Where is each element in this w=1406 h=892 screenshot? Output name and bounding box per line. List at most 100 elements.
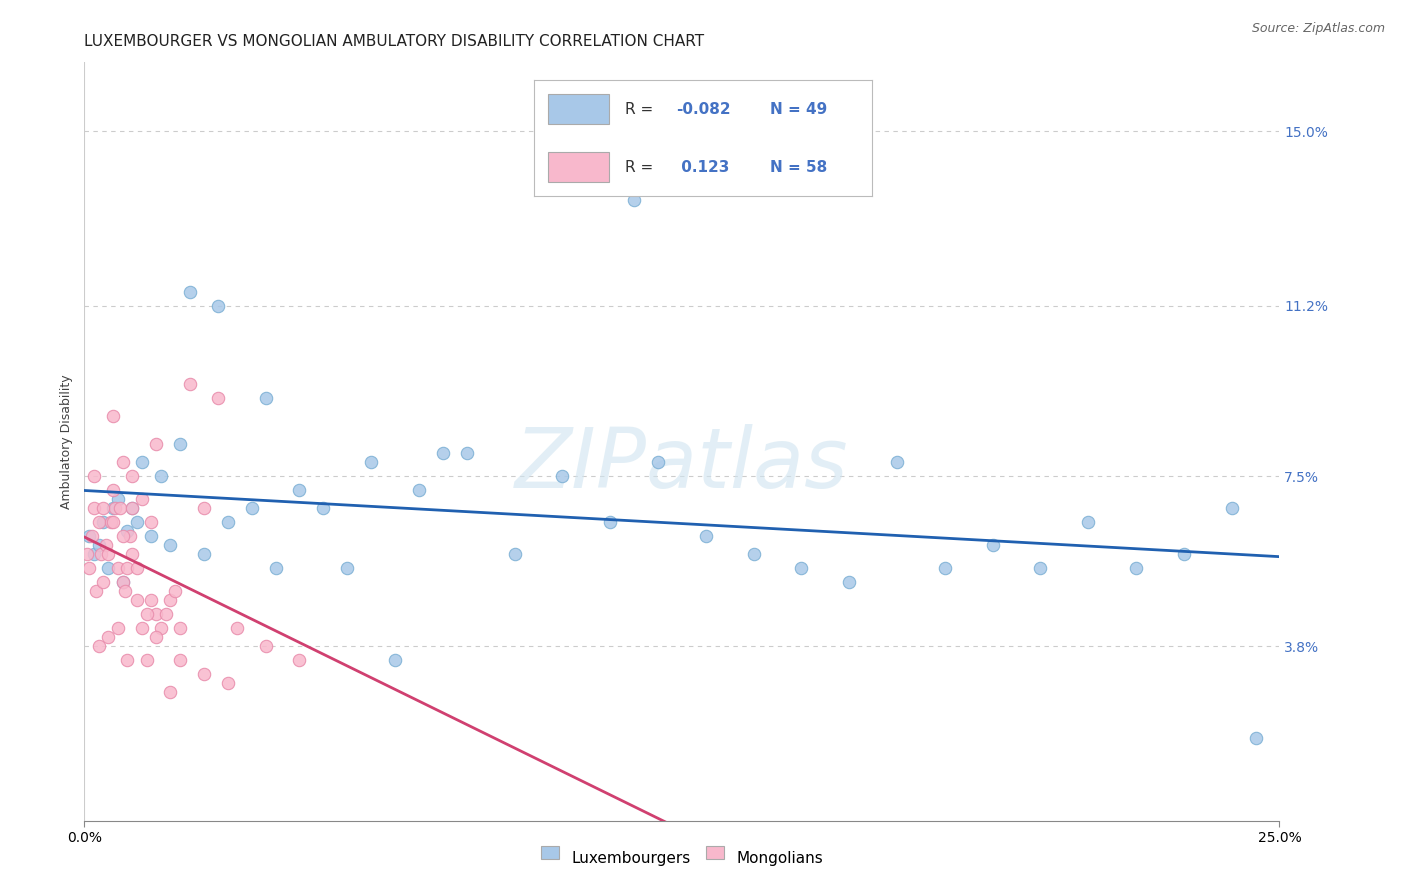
Point bbox=[981, 538, 1004, 552]
Point bbox=[131, 621, 153, 635]
Text: -0.082: -0.082 bbox=[676, 102, 731, 117]
Point bbox=[107, 491, 129, 506]
Y-axis label: Ambulatory Disability: Ambulatory Disability bbox=[60, 375, 73, 508]
Point bbox=[456, 446, 478, 460]
Point bbox=[288, 483, 311, 497]
Point bbox=[1220, 501, 1243, 516]
Point bbox=[101, 409, 124, 424]
Point bbox=[254, 639, 277, 653]
Point bbox=[264, 561, 287, 575]
Point bbox=[149, 469, 172, 483]
Point bbox=[193, 666, 215, 681]
Point bbox=[141, 515, 163, 529]
Point bbox=[207, 299, 229, 313]
Point bbox=[934, 561, 956, 575]
Point bbox=[117, 653, 139, 667]
Point bbox=[742, 547, 765, 561]
Point bbox=[217, 675, 239, 690]
Point bbox=[1077, 515, 1099, 529]
Text: N = 58: N = 58 bbox=[770, 160, 828, 175]
Point bbox=[254, 391, 277, 405]
Point bbox=[790, 561, 813, 575]
Point bbox=[217, 515, 239, 529]
Point bbox=[125, 515, 148, 529]
Point bbox=[599, 515, 621, 529]
Point bbox=[76, 547, 98, 561]
Point bbox=[141, 529, 163, 543]
Point bbox=[94, 538, 117, 552]
Point bbox=[93, 501, 115, 516]
Point bbox=[125, 593, 148, 607]
Point bbox=[131, 455, 153, 469]
Point bbox=[336, 561, 359, 575]
Point bbox=[408, 483, 430, 497]
Point bbox=[135, 653, 157, 667]
Point bbox=[1125, 561, 1147, 575]
Point bbox=[83, 501, 105, 516]
Point bbox=[125, 561, 148, 575]
Point bbox=[886, 455, 908, 469]
Point bbox=[86, 583, 108, 598]
Point bbox=[384, 653, 406, 667]
Point bbox=[165, 583, 187, 598]
Point bbox=[101, 515, 124, 529]
Point bbox=[145, 607, 167, 621]
FancyBboxPatch shape bbox=[548, 153, 609, 182]
Point bbox=[193, 547, 215, 561]
Point bbox=[121, 501, 143, 516]
Text: 0.123: 0.123 bbox=[676, 160, 730, 175]
Point bbox=[159, 593, 181, 607]
Point bbox=[87, 538, 110, 552]
FancyBboxPatch shape bbox=[548, 95, 609, 124]
Point bbox=[159, 685, 181, 699]
Point bbox=[77, 529, 100, 543]
Point bbox=[97, 630, 120, 644]
Point bbox=[149, 621, 172, 635]
Point bbox=[83, 469, 105, 483]
Point bbox=[101, 501, 124, 516]
Legend: Luxembourgers, Mongolians: Luxembourgers, Mongolians bbox=[541, 850, 823, 866]
Point bbox=[111, 529, 134, 543]
Text: Source: ZipAtlas.com: Source: ZipAtlas.com bbox=[1251, 22, 1385, 36]
Point bbox=[207, 391, 229, 405]
Point bbox=[360, 455, 382, 469]
Point bbox=[114, 583, 136, 598]
Point bbox=[90, 547, 112, 561]
Point bbox=[97, 561, 120, 575]
Text: ZIPatlas: ZIPatlas bbox=[515, 424, 849, 505]
Point bbox=[77, 561, 100, 575]
Point bbox=[240, 501, 263, 516]
Point bbox=[101, 483, 124, 497]
Point bbox=[226, 621, 249, 635]
Point bbox=[623, 194, 645, 208]
Point bbox=[80, 529, 103, 543]
Point bbox=[193, 501, 215, 516]
Point bbox=[159, 538, 181, 552]
Point bbox=[107, 621, 129, 635]
Point bbox=[100, 515, 122, 529]
Point bbox=[118, 529, 141, 543]
Point bbox=[145, 630, 167, 644]
Text: LUXEMBOURGER VS MONGOLIAN AMBULATORY DISABILITY CORRELATION CHART: LUXEMBOURGER VS MONGOLIAN AMBULATORY DIS… bbox=[84, 34, 704, 49]
Point bbox=[121, 501, 143, 516]
Text: R =: R = bbox=[626, 160, 658, 175]
Point bbox=[111, 455, 134, 469]
Point bbox=[87, 515, 110, 529]
Point bbox=[1029, 561, 1052, 575]
Point bbox=[135, 607, 157, 621]
Point bbox=[1173, 547, 1195, 561]
Point bbox=[169, 437, 191, 451]
Point bbox=[432, 446, 454, 460]
Point bbox=[111, 574, 134, 589]
Point bbox=[551, 469, 574, 483]
Text: R =: R = bbox=[626, 102, 658, 117]
Point bbox=[121, 547, 143, 561]
Point bbox=[169, 653, 191, 667]
Point bbox=[145, 437, 167, 451]
Point bbox=[111, 574, 134, 589]
Point bbox=[155, 607, 177, 621]
Point bbox=[117, 524, 139, 538]
Point bbox=[131, 491, 153, 506]
Point bbox=[83, 547, 105, 561]
Point bbox=[1244, 731, 1267, 745]
